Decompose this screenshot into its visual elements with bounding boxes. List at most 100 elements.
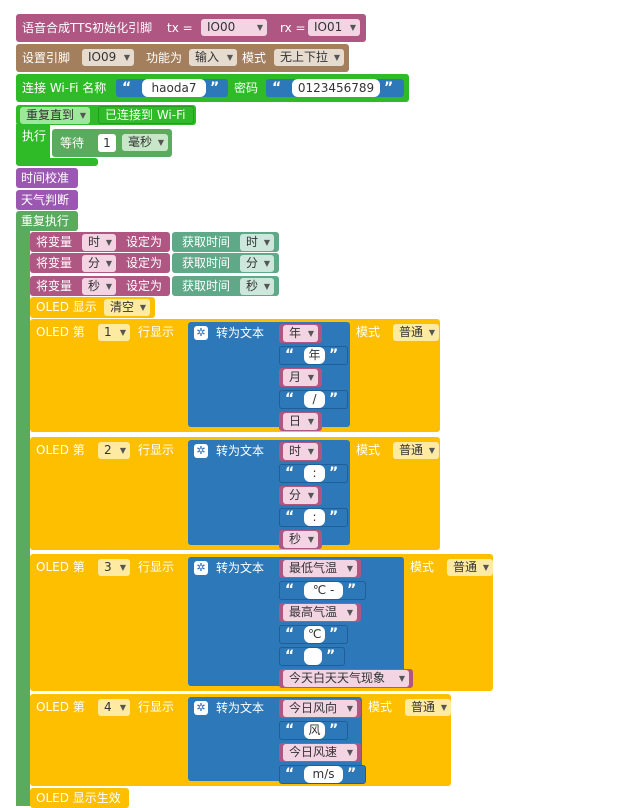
func-dropdown[interactable]: 输入 ▼: [189, 49, 237, 66]
variable-dropdown[interactable]: 今日风向 ▼: [283, 700, 357, 717]
string-block[interactable]: “ : ”: [279, 464, 348, 483]
string-value[interactable]: 年: [304, 347, 325, 364]
variable-dropdown[interactable]: 今日风速 ▼: [283, 744, 357, 761]
assign-variable-block[interactable]: 将变量 秒 ▼ 设定为: [30, 276, 170, 296]
variable-block[interactable]: 最高气温 ▼: [279, 603, 361, 622]
string-value[interactable]: ℃: [304, 626, 325, 643]
gear-icon[interactable]: ✲: [194, 561, 208, 575]
wifi-connect-block[interactable]: 连接 Wi-Fi 名称 “ haoda7 ” 密码 “ 0123456789 ”: [16, 74, 409, 102]
oled-line-number-dropdown[interactable]: 4 ▼: [98, 699, 130, 716]
oled-clear-dropdown[interactable]: 清空 ▼: [104, 299, 150, 316]
string-value[interactable]: m/s: [304, 766, 343, 783]
string-value[interactable]: /: [304, 391, 325, 408]
string-block[interactable]: “ : ”: [279, 508, 348, 527]
to-text-block[interactable]: ✲ 转为文本: [188, 322, 350, 427]
string-block[interactable]: “ 风 ”: [279, 721, 348, 740]
assign-variable-block[interactable]: 将变量 分 ▼ 设定为: [30, 253, 170, 273]
set-pin-block[interactable]: 设置引脚 IO09 ▼ 功能为 输入 ▼ 模式 无上下拉 ▼: [16, 44, 349, 72]
string-value[interactable]: 风: [304, 722, 325, 739]
string-value[interactable]: [304, 648, 322, 665]
oled-line-number-dropdown[interactable]: 2 ▼: [98, 442, 130, 459]
variable-block[interactable]: 日 ▼: [279, 412, 322, 431]
variable-dropdown[interactable]: 分 ▼: [283, 487, 318, 504]
time-sync-block[interactable]: 时间校准: [16, 168, 78, 188]
wait-block[interactable]: 等待 1 毫秒 ▼: [52, 129, 172, 157]
variable-dropdown[interactable]: 日 ▼: [283, 413, 318, 430]
oled-mode-dropdown[interactable]: 普通 ▼: [405, 699, 451, 716]
to-text-block[interactable]: ✲ 转为文本: [188, 440, 350, 545]
variable-block[interactable]: 时 ▼: [279, 442, 322, 461]
string-value[interactable]: ℃ -: [304, 582, 343, 599]
variable-block[interactable]: 今日风向 ▼: [279, 699, 361, 718]
repeat-until-block[interactable]: 重复直到 ▼ 已连接到 Wi-Fi: [16, 105, 196, 125]
get-time-unit-dropdown[interactable]: 秒 ▼: [240, 278, 274, 295]
assign-variable-block[interactable]: 将变量 时 ▼ 设定为: [30, 232, 170, 252]
string-block[interactable]: “ ℃ ”: [279, 625, 348, 644]
gear-icon[interactable]: ✲: [194, 444, 208, 458]
assign-label: 将变量: [36, 235, 73, 249]
password-value[interactable]: 0123456789: [292, 79, 380, 97]
get-time-unit-dropdown[interactable]: 分 ▼: [240, 255, 274, 272]
ssid-string[interactable]: “ haoda7 ”: [116, 79, 228, 97]
oled-clear-block[interactable]: OLED 显示 清空 ▼: [30, 297, 155, 318]
quote-open-icon: “: [272, 80, 282, 96]
variable-block[interactable]: 最低气温 ▼: [279, 559, 361, 578]
oled-line-number-dropdown[interactable]: 3 ▼: [98, 559, 130, 576]
string-value[interactable]: :: [304, 465, 325, 482]
assign-var-dropdown[interactable]: 秒 ▼: [82, 278, 116, 295]
string-value[interactable]: :: [304, 509, 325, 526]
mode-dropdown[interactable]: 无上下拉 ▼: [274, 49, 344, 66]
variable-dropdown[interactable]: 时 ▼: [283, 443, 318, 460]
password-string[interactable]: “ 0123456789 ”: [266, 79, 404, 97]
get-time-block[interactable]: 获取时间 时 ▼: [172, 232, 279, 252]
variable-dropdown[interactable]: 今天白天天气现象 ▼: [283, 670, 409, 687]
variable-block[interactable]: 年 ▼: [279, 324, 322, 343]
tts-init-block[interactable]: 语音合成TTS初始化引脚 tx = IO00 ▼ rx = IO01 ▼: [16, 14, 366, 42]
pin-dropdown[interactable]: IO09 ▼: [82, 49, 134, 66]
chevron-down-icon: ▼: [263, 282, 270, 291]
quote-open-icon: “: [285, 648, 295, 664]
assign-var-dropdown[interactable]: 分 ▼: [82, 255, 116, 272]
oled-mode-dropdown[interactable]: 普通 ▼: [447, 559, 493, 576]
variable-dropdown[interactable]: 最高气温 ▼: [283, 604, 357, 621]
tx-dropdown[interactable]: IO00 ▼: [201, 19, 267, 36]
ssid-value[interactable]: haoda7: [142, 79, 206, 97]
get-time-unit-value: 分: [246, 256, 259, 270]
forever-block[interactable]: 重复执行: [16, 211, 78, 231]
string-block[interactable]: “ / ”: [279, 390, 348, 409]
oled-apply-block[interactable]: OLED 显示生效: [30, 788, 129, 808]
chevron-down-icon: ▼: [123, 53, 130, 62]
string-block[interactable]: “ 年 ”: [279, 346, 348, 365]
chevron-down-icon: ▼: [157, 138, 164, 147]
variable-block[interactable]: 分 ▼: [279, 486, 322, 505]
wait-unit-dropdown[interactable]: 毫秒 ▼: [122, 134, 168, 151]
variable-block[interactable]: 月 ▼: [279, 368, 322, 387]
oled-mode-value: 普通: [399, 325, 424, 339]
repeat-mode-dropdown[interactable]: 重复直到 ▼: [20, 107, 90, 124]
wifi-connected-condition[interactable]: 已连接到 Wi-Fi: [98, 106, 194, 124]
weather-judge-block[interactable]: 天气判断: [16, 190, 78, 210]
string-block[interactable]: “ ”: [279, 647, 345, 666]
variable-block[interactable]: 今日风速 ▼: [279, 743, 361, 762]
gear-icon[interactable]: ✲: [194, 326, 208, 340]
variable-dropdown[interactable]: 秒 ▼: [283, 531, 318, 548]
variable-dropdown[interactable]: 年 ▼: [283, 325, 318, 342]
rx-dropdown[interactable]: IO01 ▼: [308, 19, 360, 36]
oled-mode-dropdown[interactable]: 普通 ▼: [393, 442, 439, 459]
wait-value-input[interactable]: 1: [98, 134, 116, 152]
gear-icon[interactable]: ✲: [194, 701, 208, 715]
oled-mode-dropdown[interactable]: 普通 ▼: [393, 324, 439, 341]
assign-var-dropdown[interactable]: 时 ▼: [82, 234, 116, 251]
get-time-block[interactable]: 获取时间 秒 ▼: [172, 276, 279, 296]
oled-line-number-dropdown[interactable]: 1 ▼: [98, 324, 130, 341]
chevron-down-icon: ▼: [119, 703, 126, 712]
string-block[interactable]: “ ℃ - ”: [279, 581, 366, 600]
repeat-until-body-rail: [16, 124, 50, 164]
variable-dropdown[interactable]: 最低气温 ▼: [283, 560, 357, 577]
variable-dropdown[interactable]: 月 ▼: [283, 369, 318, 386]
variable-block[interactable]: 今天白天天气现象 ▼: [279, 669, 413, 688]
get-time-unit-dropdown[interactable]: 时 ▼: [240, 234, 274, 251]
string-block[interactable]: “ m/s ”: [279, 765, 366, 784]
get-time-block[interactable]: 获取时间 分 ▼: [172, 253, 279, 273]
variable-block[interactable]: 秒 ▼: [279, 530, 322, 549]
